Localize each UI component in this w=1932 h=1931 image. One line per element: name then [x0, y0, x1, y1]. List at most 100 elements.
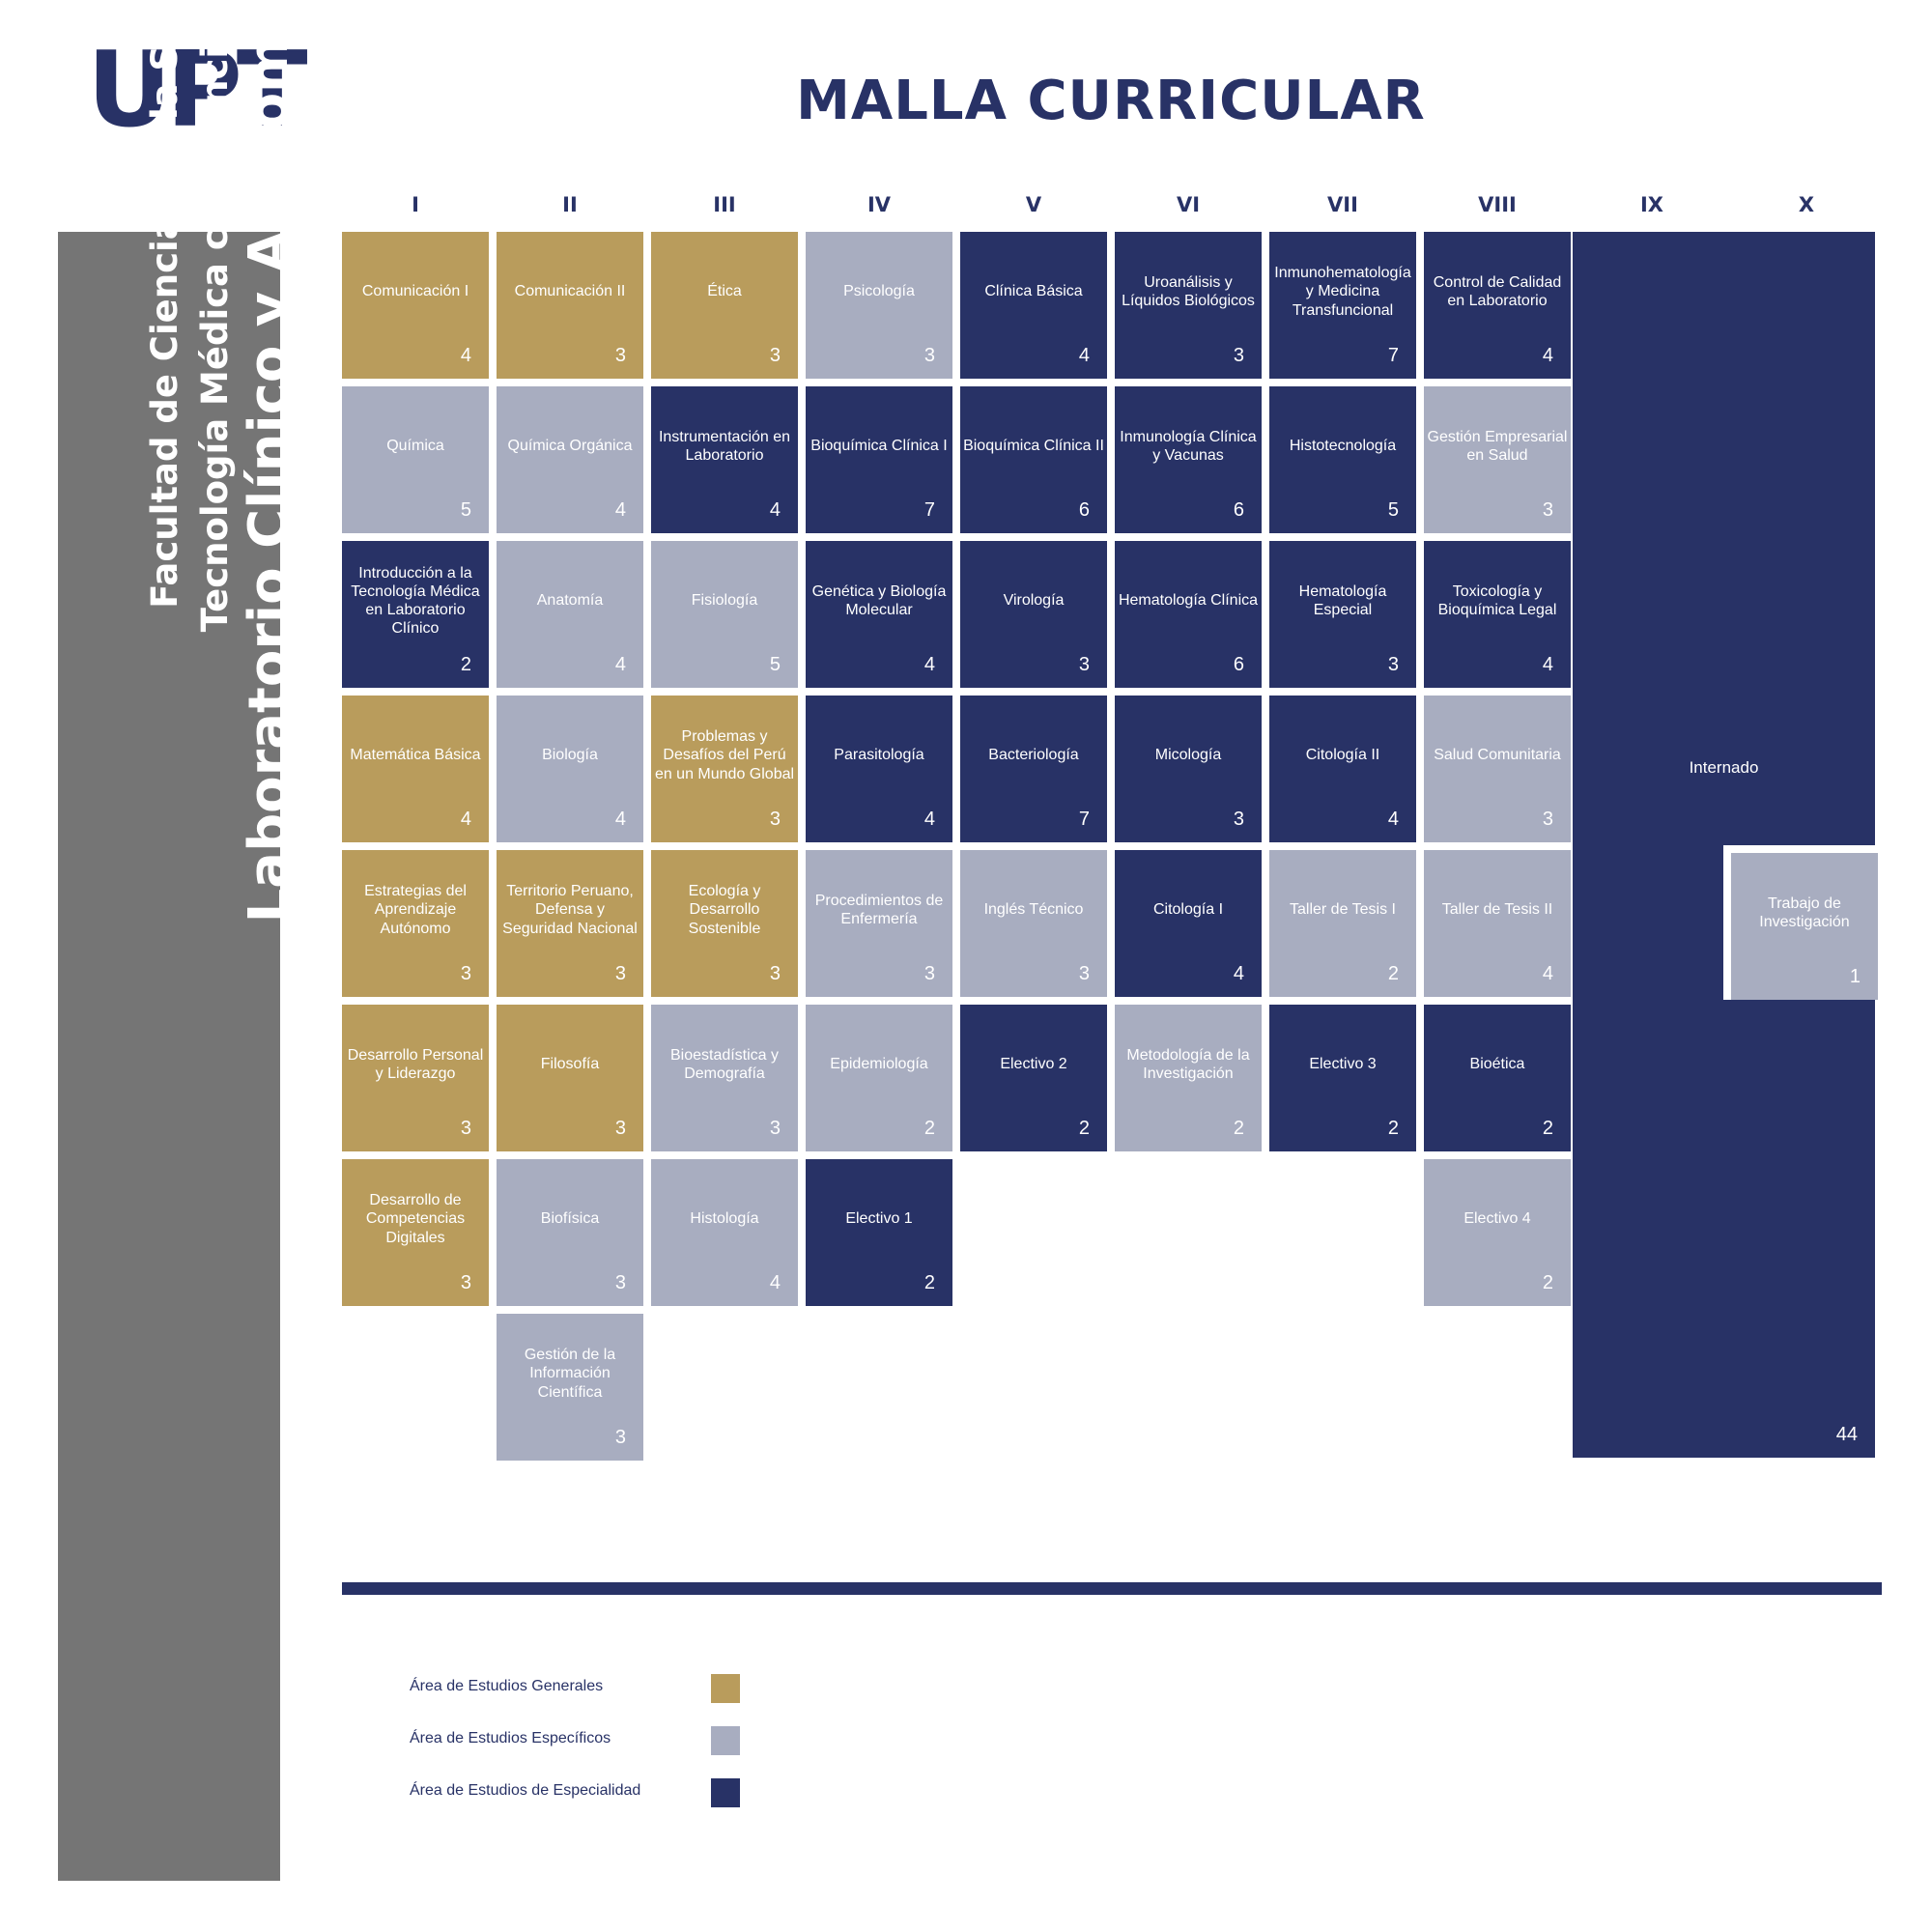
faculty-program-title: Facultad de Ciencias de la Salud Tecnolo…	[111, 0, 333, 1056]
course-credits: 3	[769, 809, 781, 830]
course-name: Gestión de la Información Científica	[524, 1347, 616, 1401]
course-name: Psicología	[843, 283, 915, 300]
semester-header: IX	[1639, 193, 1663, 216]
semester-header: VII	[1327, 193, 1358, 216]
internado-name: Internado	[1689, 758, 1759, 777]
course-cell: Electivo 3 2	[1269, 1005, 1416, 1151]
course-credits: 3	[1078, 654, 1090, 675]
course-credits: 7	[1078, 809, 1090, 830]
course-name: Inmunología Clínica y Vacunas	[1120, 428, 1257, 464]
internado-block: Internado 44	[1573, 232, 1875, 1458]
course-name: Inmunohematología y Medicina Transfuncio…	[1274, 265, 1411, 319]
course-credits: 3	[1542, 499, 1553, 521]
course-credits: 1	[1849, 966, 1861, 987]
course-cell: Parasitología 4	[806, 696, 952, 842]
course-name: Filosofía	[540, 1056, 600, 1073]
course-credits: 3	[769, 1118, 781, 1139]
course-cell: Metodología de la Investigación 2	[1115, 1005, 1262, 1151]
course-cell: Biología 4	[497, 696, 643, 842]
course-name: Desarrollo Personal y Liderazgo	[347, 1046, 484, 1082]
course-cell: Virología 3	[960, 541, 1107, 688]
semester-header: X	[1798, 193, 1815, 216]
course-cell: Instrumentación en Laboratorio 4	[651, 386, 798, 533]
course-name: Biología	[542, 747, 598, 764]
semester-header: II	[562, 193, 578, 216]
course-cell: Hematología Especial 3	[1269, 541, 1416, 688]
course-cell: Procedimientos de Enfermería 3	[806, 850, 952, 997]
course-credits: 2	[1542, 1118, 1553, 1139]
course-cell: Inglés Técnico 3	[960, 850, 1107, 997]
course-name: Epidemiología	[830, 1056, 928, 1073]
legend-label: Área de Estudios Generales	[410, 1678, 604, 1694]
course-credits: 7	[1387, 345, 1399, 366]
course-name: Química	[386, 438, 444, 455]
course-cell: Taller de Tesis I 2	[1269, 850, 1416, 997]
course-name: Citología II	[1305, 747, 1380, 764]
course-credits: 5	[1387, 499, 1399, 521]
course-name: Histología	[690, 1210, 759, 1228]
course-name: Clínica Básica	[984, 283, 1083, 300]
course-credits: 3	[1542, 809, 1553, 830]
course-name: Bioética	[1469, 1056, 1525, 1073]
course-name: Electivo 3	[1309, 1056, 1377, 1073]
course-credits: 2	[1387, 963, 1399, 984]
course-name: Toxicología y Bioquímica Legal	[1437, 582, 1557, 618]
semester-header: III	[713, 193, 736, 216]
course-name: Electivo 4	[1463, 1210, 1531, 1228]
course-cell: Introducción a la Tecnología Médica en L…	[342, 541, 489, 688]
course-credits: 3	[923, 963, 935, 984]
legend-swatch	[711, 1778, 740, 1807]
sidebar-panel	[58, 232, 280, 1881]
course-name: Salud Comunitaria	[1434, 747, 1561, 764]
course-credits: 3	[614, 345, 626, 366]
course-credits: 3	[1233, 345, 1244, 366]
course-name: Problemas y Desafíos del Perú en un Mund…	[654, 728, 795, 782]
program-name: Tecnología Médica con mención en	[194, 0, 237, 633]
course-name: Introducción a la Tecnología Médica en L…	[351, 564, 480, 638]
course-credits: 3	[460, 1118, 471, 1139]
course-credits: 2	[1233, 1118, 1244, 1139]
course-cell: Hematología Clínica 6	[1115, 541, 1262, 688]
course-name: Hematología Clínica	[1118, 592, 1259, 610]
semester-header: I	[412, 193, 419, 216]
course-name: Gestión Empresarial en Salud	[1427, 428, 1568, 464]
semester-header: V	[1025, 193, 1042, 216]
course-cell: Comunicación I 4	[342, 232, 489, 379]
course-name: Estrategias del Aprendizaje Autónomo	[364, 883, 467, 937]
course-cell: Territorio Peruano, Defensa y Seguridad …	[497, 850, 643, 997]
course-name: Hematología Especial	[1298, 582, 1387, 618]
course-credits: 4	[923, 654, 935, 675]
course-credits: 3	[614, 1427, 626, 1448]
course-name: Control de Calidad en Laboratorio	[1433, 273, 1562, 309]
course-name: Genética y Biología Molecular	[811, 582, 947, 618]
course-cell: Micología 3	[1115, 696, 1262, 842]
course-cell: Desarrollo de Competencias Digitales 3	[342, 1159, 489, 1306]
course-name: Ecología y Desarrollo Sostenible	[688, 883, 761, 937]
course-credits: 4	[614, 809, 626, 830]
course-cell: Ética 3	[651, 232, 798, 379]
course-cell: Inmunología Clínica y Vacunas 6	[1115, 386, 1262, 533]
course-cell: Citología I 4	[1115, 850, 1262, 997]
course-cell: Electivo 1 2	[806, 1159, 952, 1306]
course-credits: 2	[460, 654, 471, 675]
course-cell: Taller de Tesis II 4	[1424, 850, 1571, 997]
course-credits: 4	[923, 809, 935, 830]
course-credits: 4	[614, 499, 626, 521]
course-cell: Histología 4	[651, 1159, 798, 1306]
upt-logo: UPT	[87, 30, 308, 151]
course-name: Ética	[707, 283, 742, 300]
course-cell: Psicología 3	[806, 232, 952, 379]
course-name: Micología	[1154, 747, 1222, 764]
course-credits: 3	[460, 963, 471, 984]
course-cell: Desarrollo Personal y Liderazgo 3	[342, 1005, 489, 1151]
course-cell: Problemas y Desafíos del Perú en un Mund…	[651, 696, 798, 842]
legend-swatch	[711, 1726, 740, 1755]
course-name: Instrumentación en Laboratorio	[658, 428, 791, 464]
course-credits: 2	[923, 1118, 935, 1139]
course-cell: Matemática Básica 4	[342, 696, 489, 842]
course-credits: 4	[769, 1272, 781, 1293]
course-credits: 4	[1542, 654, 1553, 675]
page-title: MALLA CURRICULAR	[796, 70, 1426, 132]
course-name: Histotecnología	[1289, 438, 1397, 455]
course-cell: Bioestadística y Demografía 3	[651, 1005, 798, 1151]
